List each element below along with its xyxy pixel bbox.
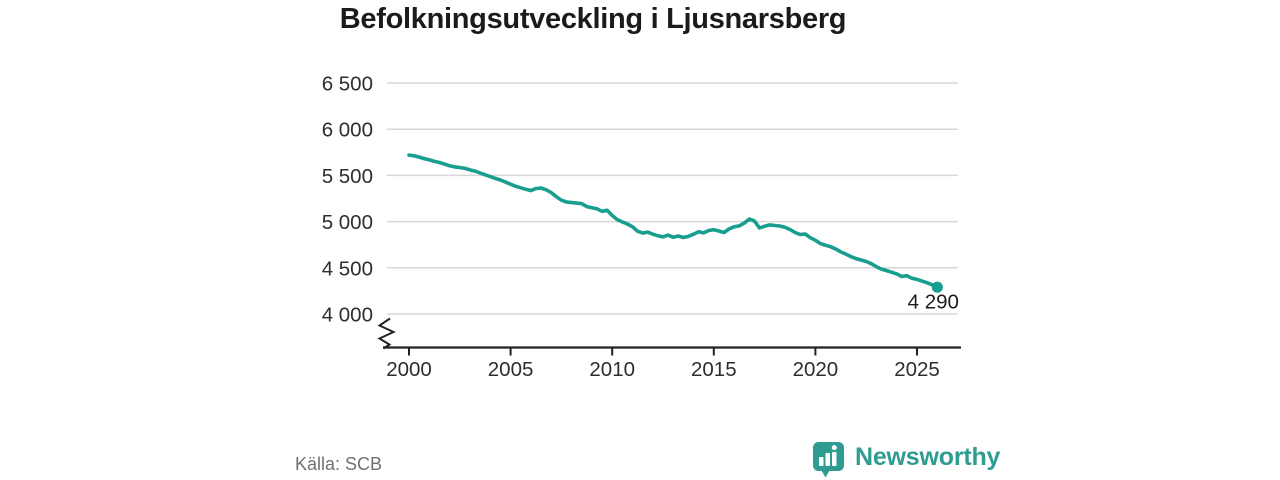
y-tick-label: 4 000 [322, 304, 373, 327]
newsworthy-logo-icon [813, 442, 844, 478]
x-tick-label: 2020 [793, 358, 839, 381]
y-tick-label: 6 500 [322, 73, 373, 96]
end-point-label: 4 290 [908, 291, 959, 314]
y-tick-label: 5 500 [322, 165, 373, 188]
newsworthy-branding[interactable]: Newsworthy [812, 441, 1000, 479]
newsworthy-wordmark: Newsworthy [855, 443, 1001, 471]
end-point-dot [931, 281, 943, 293]
x-tick-label: 2025 [894, 358, 940, 381]
source-label: Källa: SCB [295, 454, 383, 474]
x-tick-label: 2000 [386, 358, 432, 381]
y-tick-label: 4 500 [322, 257, 373, 280]
y-axis-break [377, 317, 396, 350]
y-tick-label: 6 000 [322, 119, 373, 142]
population-line [407, 153, 940, 290]
chart-title: Befolkningsutveckling i Ljusnarsberg [339, 3, 847, 35]
x-tick-label: 2015 [691, 358, 737, 381]
y-tick-label: 5 000 [322, 211, 373, 234]
x-tick-label: 2005 [488, 358, 534, 381]
x-tick-label: 2010 [589, 358, 635, 381]
